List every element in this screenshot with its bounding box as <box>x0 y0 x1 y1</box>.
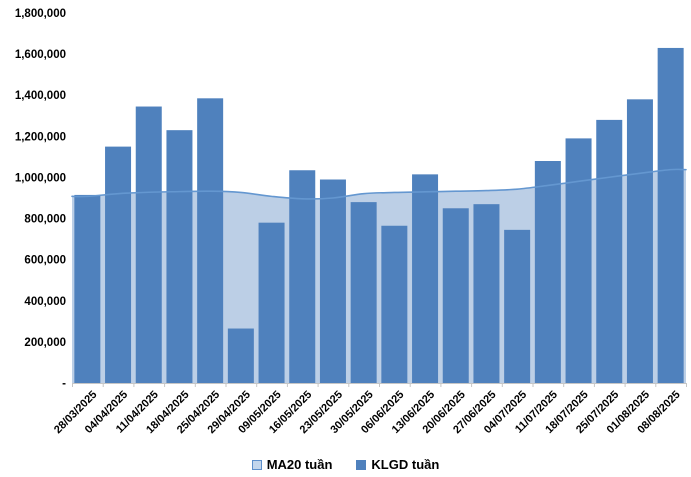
bar <box>289 170 316 383</box>
axes-group <box>72 383 687 387</box>
bar <box>381 225 408 383</box>
y-tick-label: 1,000,000 <box>15 172 66 184</box>
bar <box>105 146 132 383</box>
bar <box>565 138 592 383</box>
bar <box>350 202 377 383</box>
bar <box>442 208 469 383</box>
y-tick-label: 200,000 <box>24 337 66 349</box>
bar <box>657 47 684 383</box>
y-tick-label: 1,400,000 <box>15 90 66 102</box>
bar <box>534 161 561 383</box>
ma20-legend-label: MA20 tuần <box>266 457 333 472</box>
klgd-legend-swatch-icon <box>356 459 367 470</box>
ma20-line-group <box>71 168 687 200</box>
klgd-bars-group <box>74 47 684 383</box>
y-tick-label: 800,000 <box>24 214 66 226</box>
x-axis-labels: 28/03/202504/04/202511/04/202518/04/2025… <box>52 389 683 436</box>
bar <box>473 204 500 383</box>
bar <box>412 174 439 383</box>
ma20-area <box>72 169 686 383</box>
y-tick-label: 400,000 <box>24 296 66 308</box>
ma20-legend-swatch-icon <box>251 459 262 470</box>
y-tick-label: 600,000 <box>24 255 66 267</box>
y-tick-label: 1,600,000 <box>15 49 66 61</box>
ma20-line <box>71 168 687 200</box>
legend-item-klgd: KLGD tuần <box>356 457 439 472</box>
bar <box>258 222 285 383</box>
bar <box>596 119 623 383</box>
legend-item-ma20: MA20 tuần <box>251 457 333 472</box>
bar <box>74 194 101 383</box>
y-axis-labels: - 200,000 400,000 600,000 800,000 1,000,000 1,… <box>15 8 66 390</box>
y-tick-label: - <box>62 378 66 390</box>
bar <box>227 328 254 383</box>
bar <box>166 130 193 383</box>
bar <box>319 179 346 383</box>
bar <box>504 229 531 383</box>
bar <box>197 98 224 383</box>
y-tick-label: 1,800,000 <box>15 8 66 20</box>
y-tick-label: 1,200,000 <box>15 131 66 143</box>
klgd-legend-label: KLGD tuần <box>371 457 440 472</box>
ma20-area-group <box>72 169 686 383</box>
bar <box>135 106 162 383</box>
legend: MA20 tuần KLGD tuần <box>0 457 691 472</box>
bar <box>626 99 653 383</box>
